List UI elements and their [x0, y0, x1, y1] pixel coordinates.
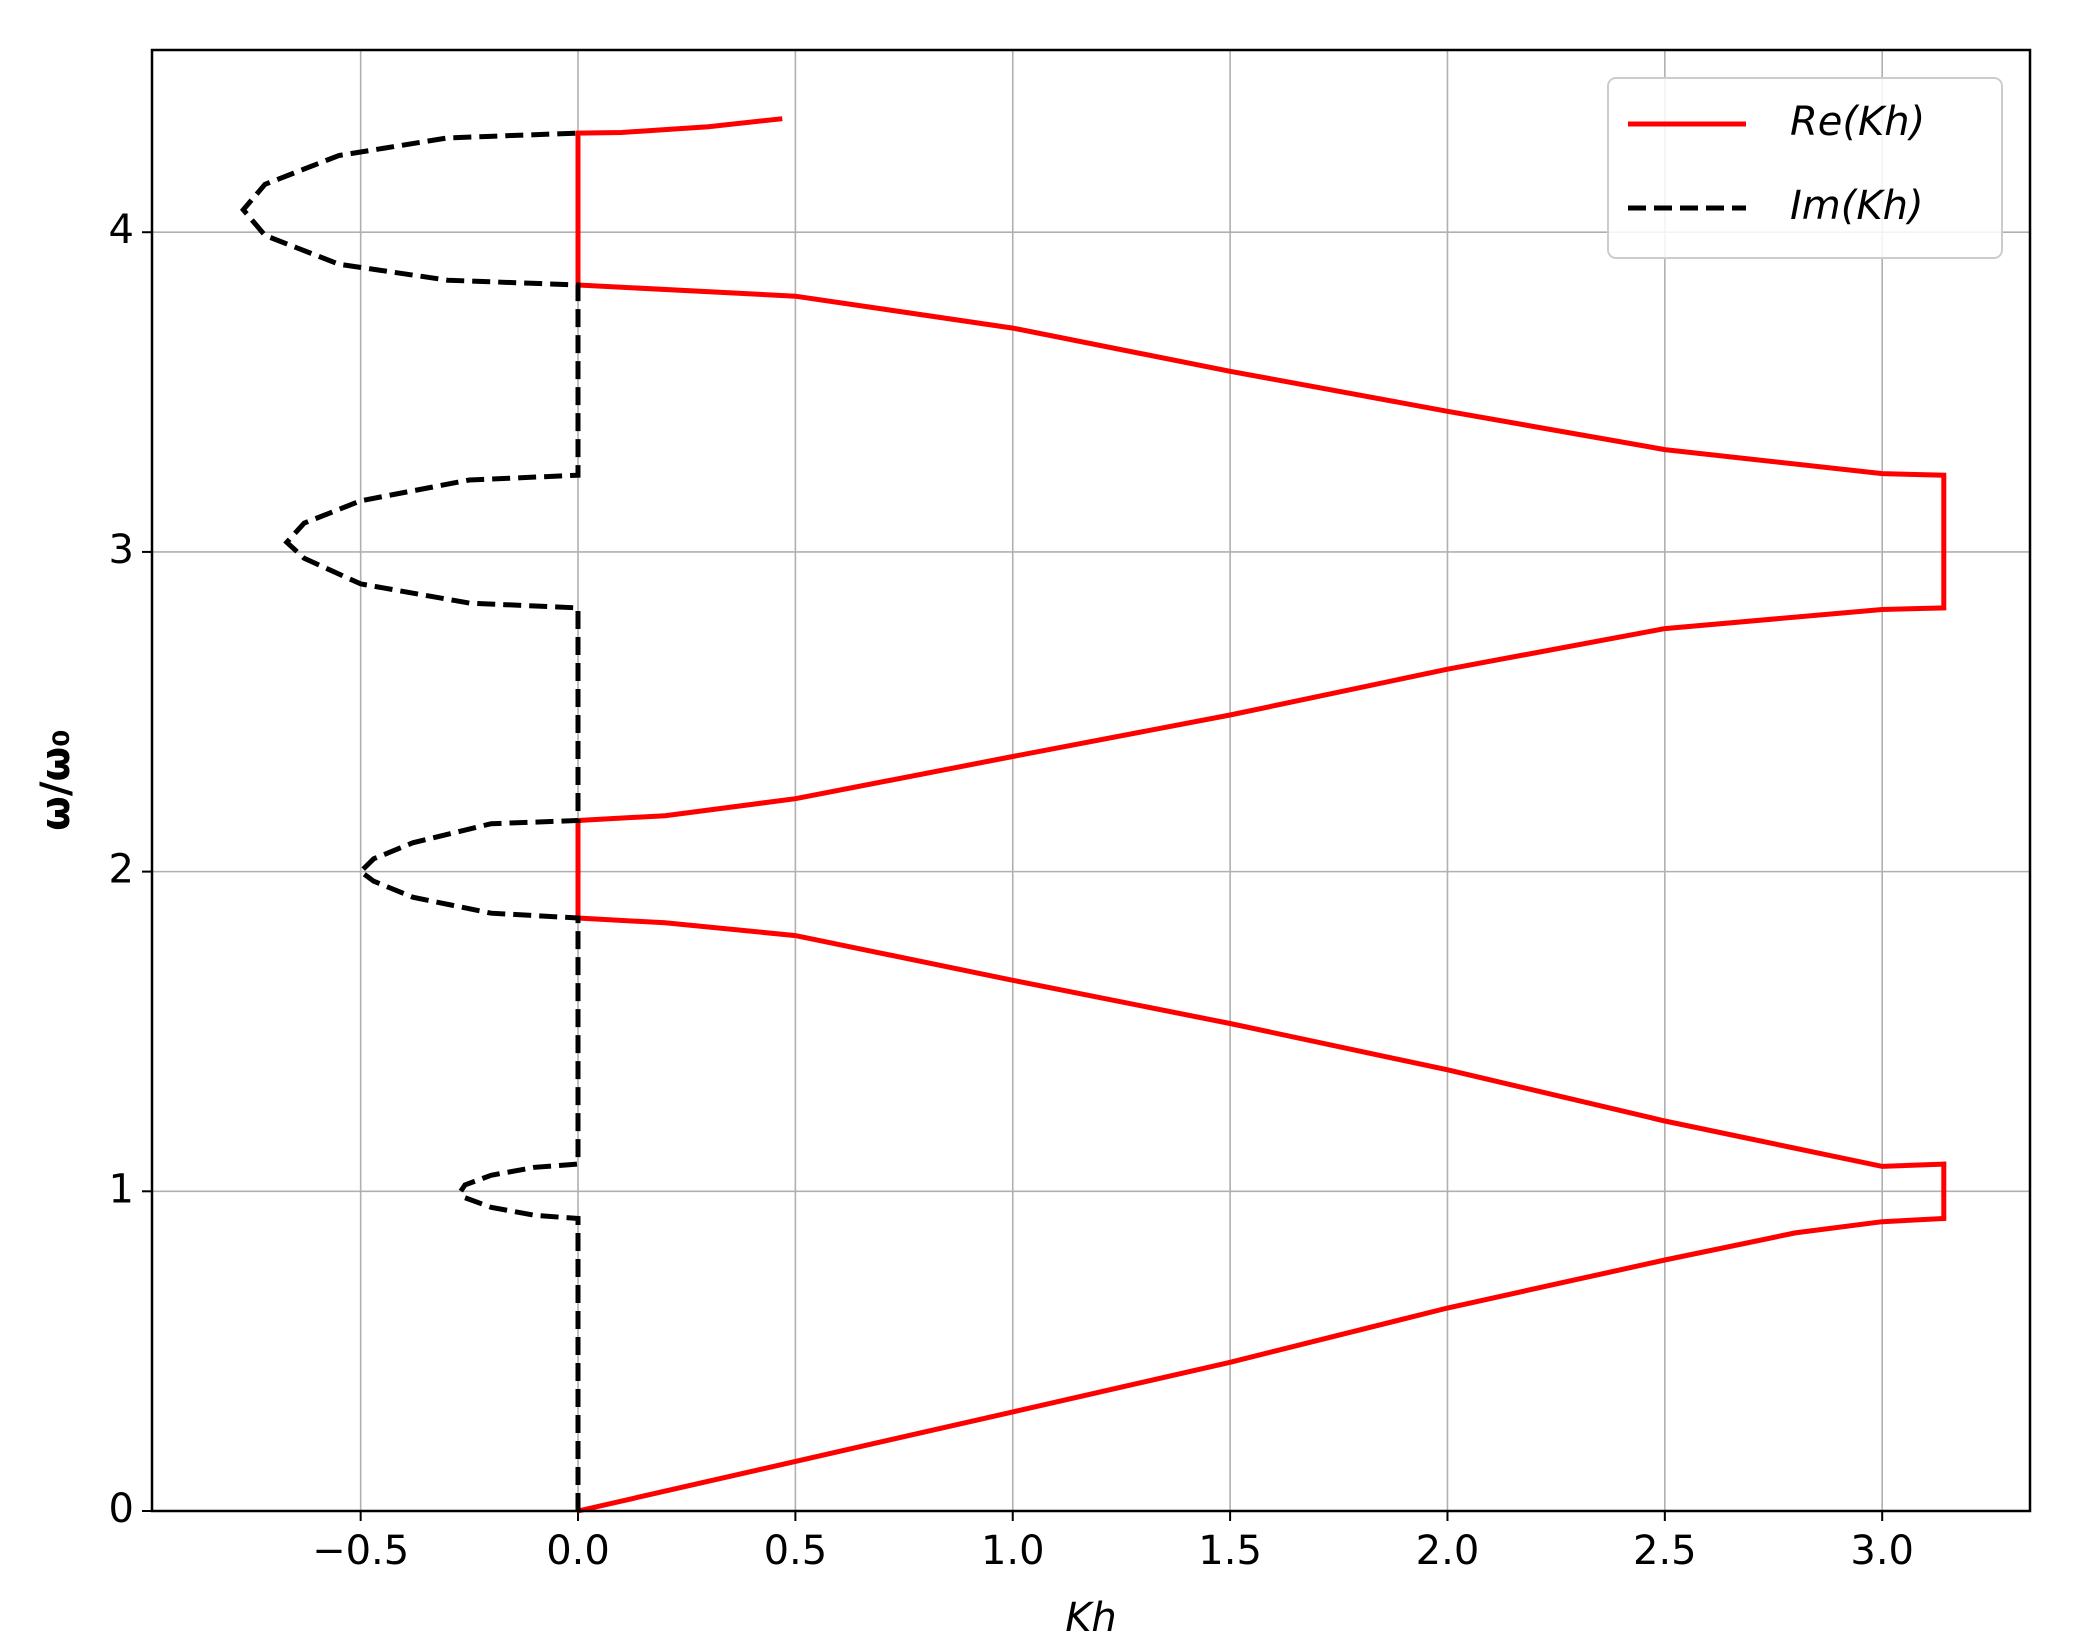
- x-axis-label: Kh: [1065, 1595, 1117, 1641]
- x-tick-label: −0.5: [312, 1528, 409, 1574]
- x-tick-label: 0.5: [764, 1528, 828, 1574]
- x-tick-label: 1.0: [981, 1528, 1045, 1574]
- y-tick-label: 0: [109, 1486, 134, 1532]
- legend: Re(Kh) Im(Kh): [1607, 77, 2003, 259]
- x-tick-label: 0.0: [546, 1528, 610, 1574]
- x-tick-label: 2.0: [1416, 1528, 1480, 1574]
- y-axis-label: ω/ω₀: [33, 729, 79, 831]
- x-tick-label: 2.5: [1633, 1528, 1697, 1574]
- y-tick-label: 1: [109, 1166, 134, 1212]
- y-tick-label: 4: [109, 207, 134, 253]
- x-tick-label: 3.0: [1850, 1528, 1914, 1574]
- y-tick-label: 2: [109, 847, 134, 893]
- legend-label: Im(Kh): [1790, 183, 1924, 229]
- plot-frame: [150, 48, 2032, 1513]
- line-series: [575, 116, 1947, 1514]
- legend-label: Re(Kh): [1790, 99, 1925, 145]
- x-tick-label: 1.5: [1198, 1528, 1262, 1574]
- line-series: [240, 130, 581, 1511]
- y-tick-label: 3: [109, 527, 134, 573]
